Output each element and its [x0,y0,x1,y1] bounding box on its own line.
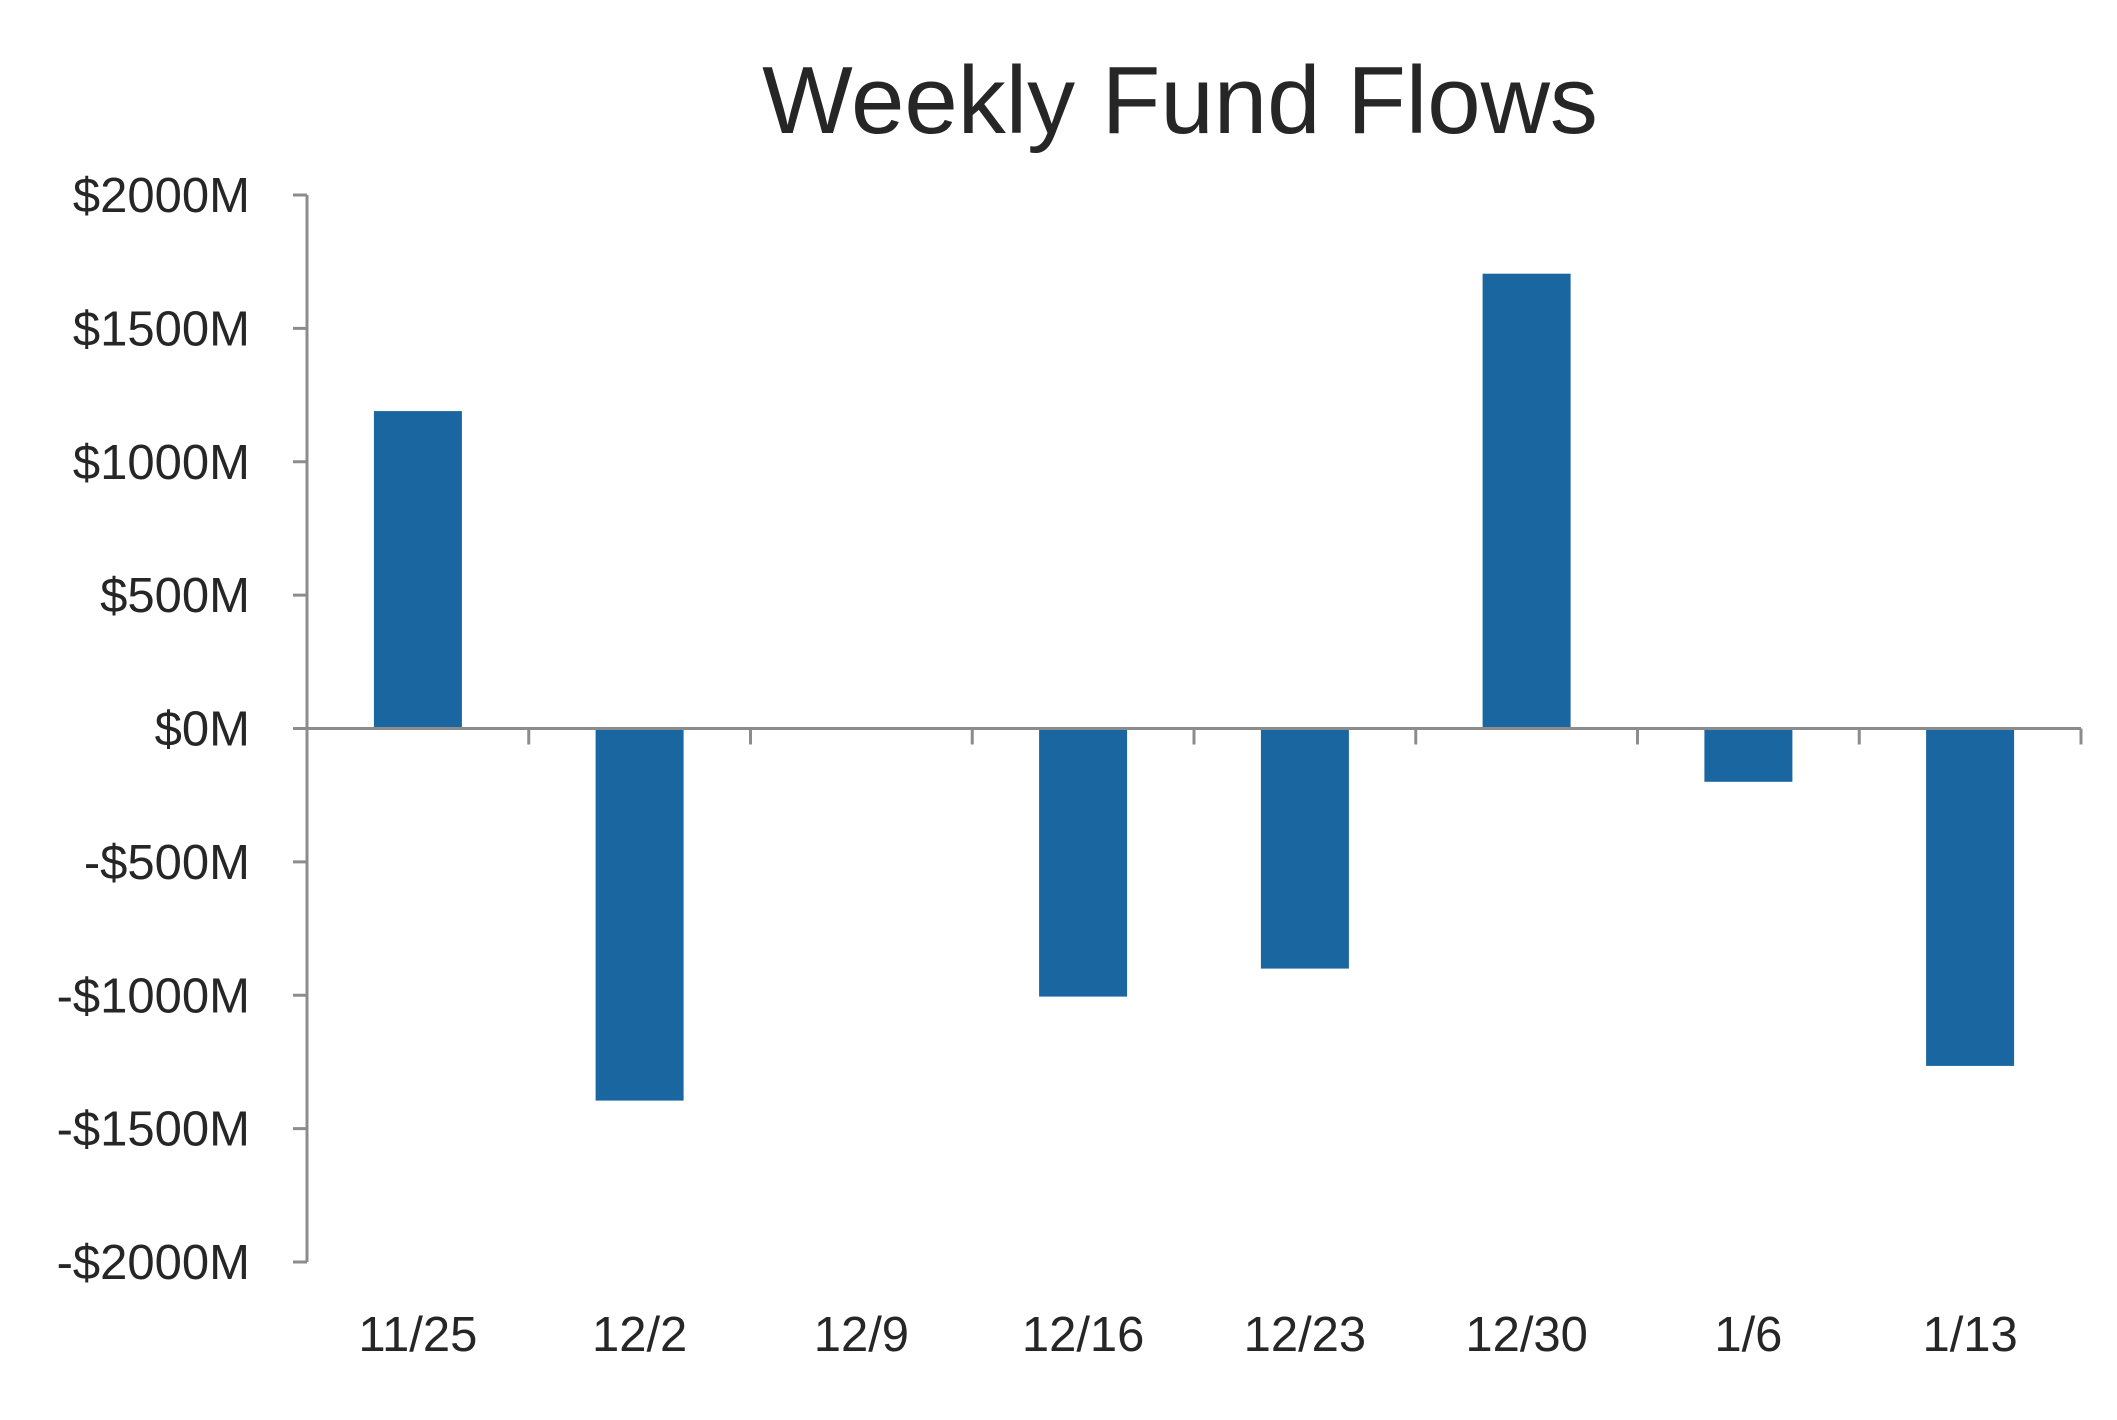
bars-layer [373,273,2015,1101]
axes-layer [293,193,2083,1264]
y-tick-label: -$1500M [57,1103,250,1157]
y-tick-label: -$2000M [57,1236,250,1290]
y-tick-label: $1500M [73,302,250,356]
x-axis-tick-labels: 11/25 12/2 12/9 12/16 12/23 12/30 1/6 1/13 [358,1308,2017,1362]
y-axis-tick-labels: $2000M $1500M $1000M $500M $0M -$500M -$1000M -… [57,169,250,1290]
bar-11-25 [373,411,462,729]
y-tick-label: $2000M [73,169,250,223]
x-tick-label: 12/30 [1465,1308,1588,1362]
bar-1-13 [1926,728,2015,1066]
y-tick-label: $500M [100,569,250,623]
y-tick-label: $0M [155,703,250,757]
y-tick-label: $1000M [73,436,250,490]
x-tick-label: 1/13 [1922,1308,2017,1362]
bar-12-30 [1482,273,1571,729]
bar-12-16 [1039,728,1128,997]
x-tick-label: 12/2 [592,1308,687,1362]
bar-12-23 [1260,728,1349,969]
bar-12-2 [595,728,684,1101]
x-tick-label: 12/9 [814,1308,909,1362]
chart-title: Weekly Fund Flows [762,47,1598,154]
x-tick-label: 12/23 [1244,1308,1367,1362]
y-tick-label: -$500M [84,836,250,890]
x-tick-label: 12/16 [1022,1308,1145,1362]
y-tick-label: -$1000M [57,969,250,1023]
bar-1-6 [1704,728,1793,782]
x-tick-label: 1/6 [1714,1308,1782,1362]
x-tick-label: 11/25 [358,1308,477,1362]
